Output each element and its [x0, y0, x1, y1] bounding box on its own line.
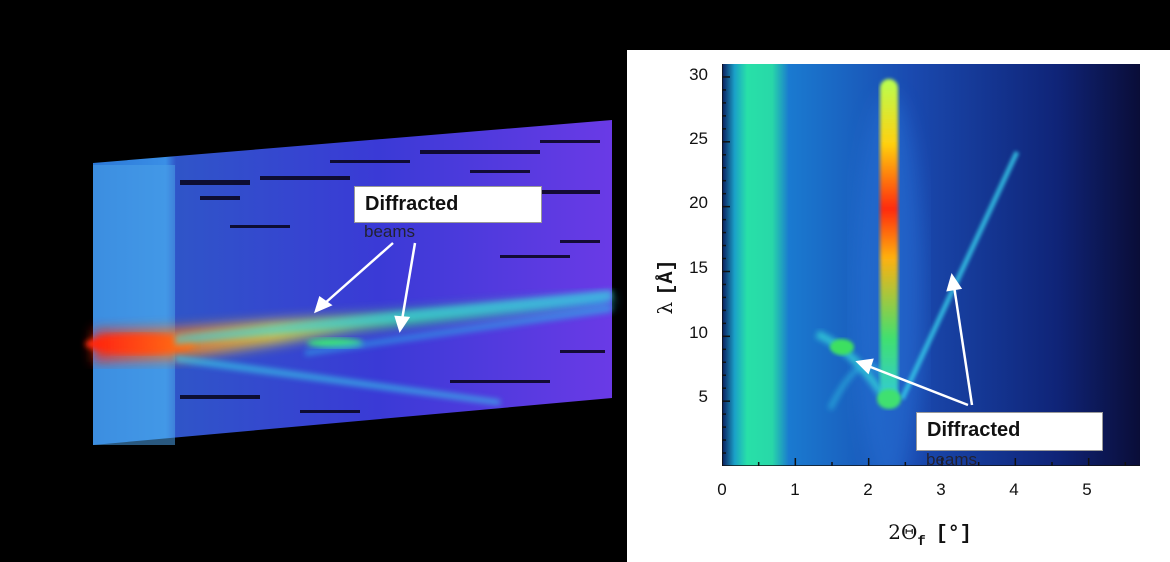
tick-marks: [722, 76, 1127, 466]
right-annotation-line2: beams: [926, 450, 978, 469]
y-axis-unit: [Å]: [656, 259, 679, 296]
left-branch-hotspot: [830, 339, 854, 355]
x-tick-label: 2: [863, 480, 873, 499]
y-tick-label: 15: [689, 258, 708, 277]
right-annotation-box: Diffracted: [916, 412, 1103, 451]
left-annotation-line2: beams: [364, 222, 416, 241]
x-axis-unit: [°]: [935, 523, 972, 546]
y-axis-symbol: λ: [653, 301, 677, 315]
x-tick-label: 5: [1082, 480, 1092, 499]
left-arrows: [314, 242, 417, 333]
left-direct-beam-band: [93, 165, 175, 445]
y-tick-label: 25: [689, 129, 708, 148]
y-tick-label: 10: [689, 323, 708, 342]
heatmap-area: [722, 64, 1140, 466]
left-diffracted-mid: [305, 305, 612, 356]
y-axis-label: λ [Å]: [653, 232, 679, 342]
specular-peak: [880, 79, 898, 404]
right-annotation-line1: Diffracted: [927, 419, 1021, 441]
x-axis-symbol: 2Θ: [888, 520, 918, 544]
left-annotation-box: Diffracted: [354, 186, 542, 223]
x-axis-subscript: f: [917, 534, 926, 550]
left-diffracted-lower: [175, 355, 500, 405]
y-tick-label: 5: [698, 387, 708, 406]
left-diffracted-upper: [175, 290, 612, 345]
x-tick-label: 4: [1009, 480, 1019, 499]
x-tick-label: 0: [717, 480, 727, 499]
y-tick-label: 30: [689, 65, 708, 84]
x-axis-label: 2Θf [°]: [830, 520, 1030, 550]
axes-frame: [722, 64, 1140, 466]
x-tick-label: 3: [936, 480, 946, 499]
y-tick-label: 20: [689, 193, 708, 212]
left-annotation-line1: Diffracted: [365, 193, 459, 215]
x-tick-label: 1: [790, 480, 800, 499]
